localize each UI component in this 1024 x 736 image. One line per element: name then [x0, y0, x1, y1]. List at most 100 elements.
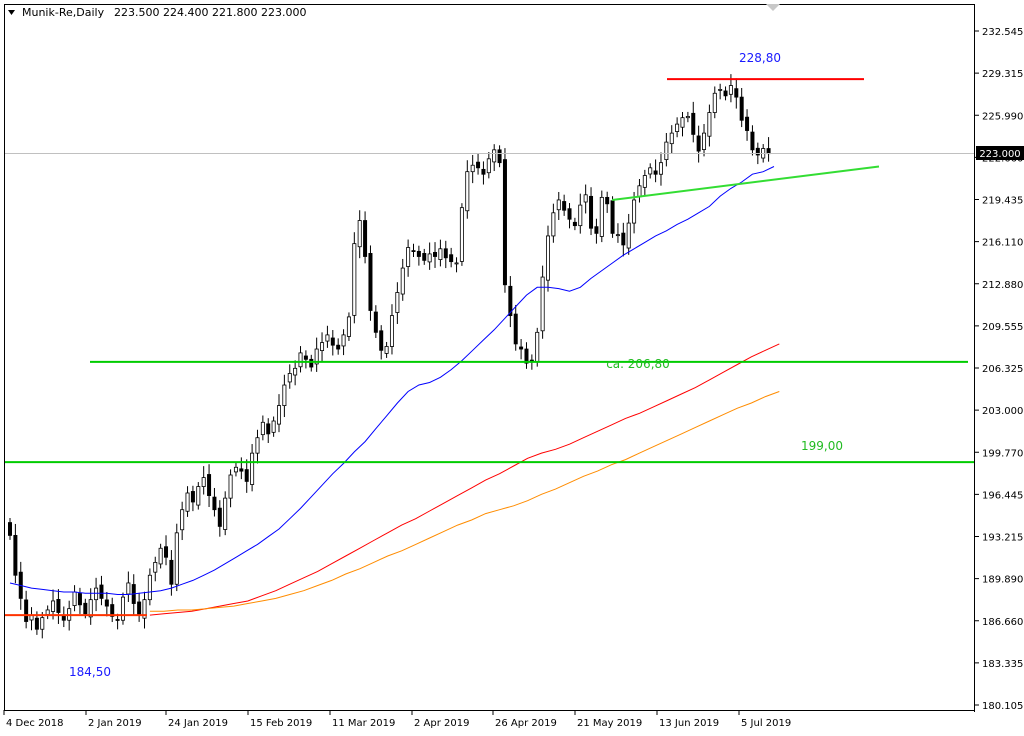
candle-body — [664, 141, 669, 160]
candle-body — [718, 89, 723, 91]
x-tick-label: 13 Jun 2019 — [659, 718, 719, 729]
candle-body — [169, 559, 174, 585]
drawn-lines-layer — [5, 78, 974, 617]
candle-body — [180, 509, 185, 531]
candle-body — [449, 254, 454, 263]
candle-body — [142, 599, 147, 619]
candle-body — [755, 147, 760, 156]
candle-body — [298, 352, 303, 368]
trendline[interactable] — [611, 165, 880, 201]
candle-body — [519, 346, 524, 350]
candle-body — [599, 196, 604, 237]
x-axis: 4 Dec 2018 2 Jan 2019 24 Jan 2019 15 Feb 20… — [3, 710, 791, 729]
scroll-marker-icon[interactable] — [766, 4, 780, 11]
candle-body — [551, 212, 556, 237]
y-tick-label: 212.880 — [982, 280, 1023, 291]
candle-body — [293, 367, 298, 376]
candle-body — [185, 492, 190, 512]
candle-body — [626, 222, 631, 249]
y-tick-label: 189.890 — [982, 575, 1023, 586]
candle-body — [734, 88, 739, 98]
candle-body — [540, 276, 545, 332]
candle-body — [395, 292, 400, 313]
candle-body — [314, 348, 319, 365]
candle-body — [707, 112, 712, 137]
x-tick-label: 2 Jan 2019 — [88, 718, 142, 729]
y-tick-label: 196.445 — [982, 490, 1023, 501]
candle-body — [13, 535, 18, 576]
x-tick-label: 4 Dec 2018 — [6, 718, 64, 729]
candle-body — [389, 315, 394, 347]
candle-body — [508, 285, 513, 317]
candle-body — [24, 599, 29, 622]
moving-average-layer — [9, 166, 780, 616]
candle-body — [309, 358, 314, 368]
candle-body — [190, 491, 195, 503]
candle-body — [562, 201, 567, 211]
candle-body — [427, 253, 432, 263]
candle-body — [94, 587, 99, 601]
candle-body — [72, 591, 77, 606]
candle-body — [223, 497, 228, 530]
candle-body — [712, 92, 717, 113]
candle-body — [567, 208, 572, 220]
y-tick-label: 186.660 — [982, 617, 1023, 628]
candle-body — [137, 601, 142, 616]
candle-body — [691, 112, 696, 135]
chart-symbol: Munik-Re,Daily — [22, 6, 105, 19]
x-tick-label: 24 Jan 2019 — [168, 718, 228, 729]
support-label-206: ca. 206,80 — [606, 357, 670, 371]
candle-body — [685, 116, 690, 119]
candle-body — [115, 619, 120, 621]
x-tick-label: 26 Apr 2019 — [495, 718, 557, 729]
candle-body — [99, 584, 104, 599]
candle-body — [363, 220, 368, 257]
y-tick-label: 193.215 — [982, 533, 1023, 544]
candle-body — [56, 599, 61, 613]
candle-body — [276, 405, 281, 425]
x-tick-label: 11 Mar 2019 — [332, 718, 395, 729]
y-tick-label: 209.555 — [982, 322, 1023, 333]
candle-body — [546, 235, 551, 281]
candle-body — [470, 164, 475, 173]
candle-body — [492, 149, 497, 163]
candle-body — [658, 162, 663, 175]
dropdown-triangle-icon[interactable] — [8, 10, 15, 15]
candle-body — [384, 346, 389, 354]
candle-body — [416, 250, 421, 257]
ma-red-line — [149, 343, 780, 616]
y-tick-label: 229.315 — [982, 69, 1023, 80]
candle-body — [610, 200, 615, 234]
candle-body — [34, 617, 39, 630]
candle-body — [196, 486, 201, 506]
candle-body — [438, 248, 443, 260]
candle-body — [260, 421, 265, 436]
candle-body — [594, 226, 599, 234]
candle-body — [207, 474, 212, 496]
candle-body — [589, 195, 594, 229]
x-tick-label: 21 May 2019 — [577, 718, 642, 729]
candle-body — [502, 159, 507, 286]
y-tick-label: 206.325 — [982, 364, 1023, 375]
candle-body — [346, 316, 351, 337]
x-tick-label: 5 Jul 2019 — [741, 718, 791, 729]
candle-body — [400, 267, 405, 295]
candle-body — [212, 496, 217, 511]
candle-body — [680, 117, 685, 128]
candle-body — [266, 423, 271, 435]
candle-body — [728, 85, 733, 95]
candle-body — [352, 243, 357, 316]
ma-blue-line — [9, 166, 775, 595]
candle-body — [217, 507, 222, 527]
candle-body — [696, 135, 701, 152]
candle-body — [443, 248, 448, 259]
candle-body — [373, 311, 378, 333]
candle-body — [637, 185, 642, 198]
candle-body — [476, 161, 481, 169]
candles-layer — [7, 74, 771, 639]
candle-body — [723, 90, 728, 97]
candle-body — [481, 168, 486, 175]
candle-body — [513, 313, 518, 345]
candle-body — [648, 167, 653, 175]
